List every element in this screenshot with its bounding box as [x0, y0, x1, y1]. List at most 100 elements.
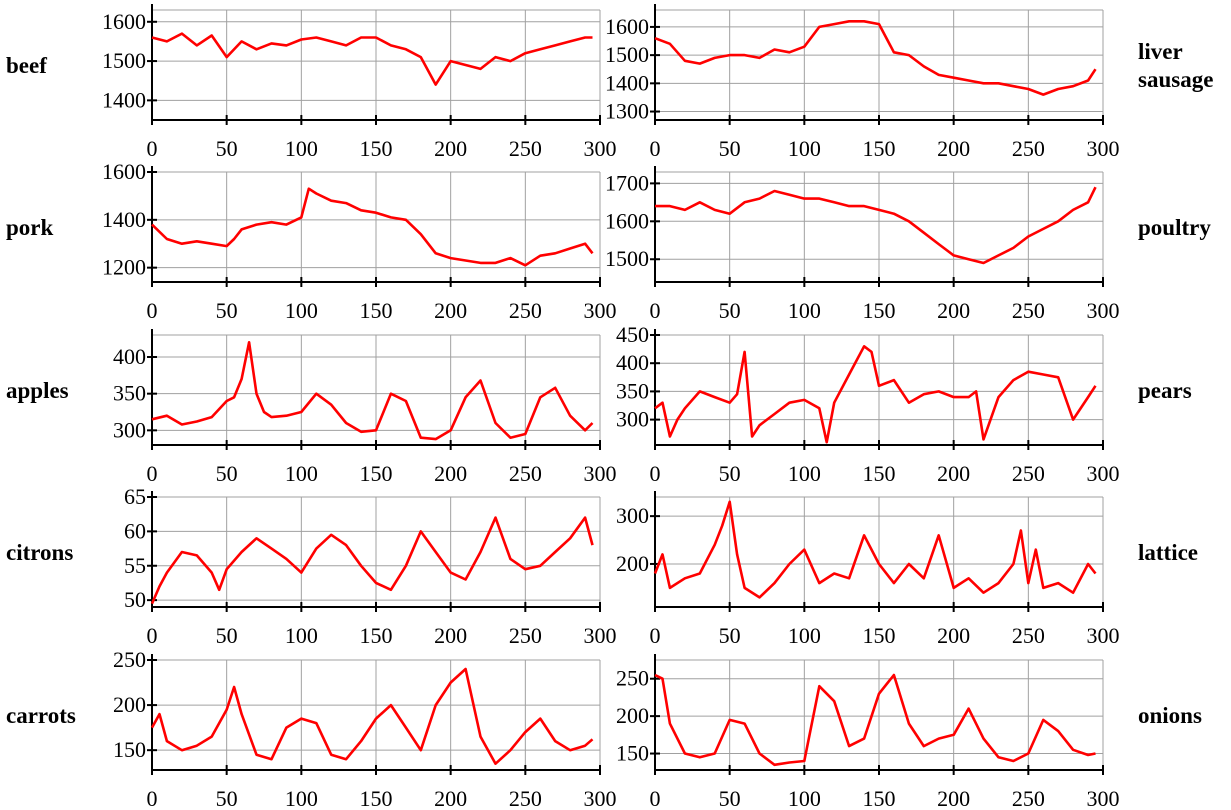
panel-label-word: carrots	[6, 703, 76, 728]
x-tick-label: 50	[719, 461, 741, 486]
x-tick-label: 250	[1012, 136, 1045, 161]
series-line-poultry	[655, 186, 1097, 265]
y-tick-label: 1600	[102, 159, 146, 184]
panel-label-word: beef	[6, 53, 47, 78]
x-tick-label: 200	[937, 623, 970, 648]
panel-carrots: 0 50 100 150 200 250 300 150 200 250 carrots	[6, 647, 617, 810]
x-tick-label: 100	[285, 298, 318, 323]
x-tick-label: 200	[937, 136, 970, 161]
x-tick-label: 150	[863, 786, 896, 810]
x-tick-label: 300	[1087, 298, 1120, 323]
y-tick-label: 250	[616, 666, 649, 691]
x-tick-label: 50	[216, 623, 238, 648]
x-tick-label: 300	[584, 623, 617, 648]
x-tick-label: 250	[509, 136, 542, 161]
y-tick-label: 450	[616, 322, 649, 347]
y-tick-label: 200	[113, 692, 146, 717]
panel-poultry: 0 50 100 150 200 250 300 1500 1600 1700 poultry	[605, 166, 1211, 323]
series-line-beef	[151, 32, 593, 86]
x-tick-label: 100	[285, 786, 318, 810]
x-tick-label: 250	[1012, 461, 1045, 486]
x-tick-label: 200	[434, 298, 467, 323]
x-tick-label: 250	[1012, 623, 1045, 648]
series-line-pears	[654, 344, 1097, 444]
x-tick-label: 50	[719, 136, 741, 161]
series-line-onions	[654, 673, 1096, 767]
x-tick-label: 0	[147, 298, 158, 323]
panel-label: beef	[6, 53, 47, 78]
y-tick-label: 1500	[605, 42, 649, 67]
y-tick-label: 1600	[605, 14, 649, 39]
series-line-apples	[151, 340, 594, 441]
x-tick-label: 50	[216, 298, 238, 323]
y-tick-label: 1600	[102, 9, 146, 34]
panel-lattice: 0 50 100 150 200 250 300 200 300 lattice	[616, 491, 1198, 648]
panel-label: pears	[1138, 378, 1192, 403]
y-tick-label: 300	[616, 407, 649, 432]
x-tick-label: 100	[788, 461, 821, 486]
x-tick-label: 250	[509, 786, 542, 810]
x-tick-label: 150	[863, 461, 896, 486]
x-tick-label: 150	[863, 298, 896, 323]
y-tick-label: 200	[616, 703, 649, 728]
x-tick-label: 0	[650, 136, 661, 161]
panel-beef: 0 50 100 150 200 250 300 1400 1500 1600 beef	[6, 4, 617, 161]
panel-liver-sausage: 0 50 100 150 200 250 300 1300 1400 1500 1600 liver s…	[605, 4, 1213, 161]
x-tick-label: 250	[509, 461, 542, 486]
panel-label-word: liver	[1138, 39, 1183, 64]
x-tick-label: 250	[509, 298, 542, 323]
x-tick-label: 50	[719, 786, 741, 810]
y-tick-label: 300	[616, 503, 649, 528]
x-tick-label: 150	[360, 298, 393, 323]
x-tick-label: 300	[584, 786, 617, 810]
x-tick-label: 200	[937, 461, 970, 486]
x-tick-label: 100	[285, 623, 318, 648]
x-tick-label: 200	[434, 136, 467, 161]
x-tick-label: 300	[1087, 461, 1120, 486]
y-tick-label: 1400	[102, 207, 146, 232]
x-tick-label: 100	[788, 298, 821, 323]
panel-label-word: pears	[1138, 378, 1192, 403]
x-tick-label: 250	[1012, 786, 1045, 810]
y-tick-label: 400	[113, 344, 146, 369]
x-tick-label: 0	[147, 786, 158, 810]
x-tick-label: 200	[434, 623, 467, 648]
y-tick-label: 150	[113, 737, 146, 762]
panel-label: lattice	[1138, 540, 1198, 565]
y-tick-label: 1500	[102, 48, 146, 73]
y-tick-label: 350	[113, 381, 146, 406]
x-tick-label: 150	[360, 786, 393, 810]
x-tick-label: 50	[216, 786, 238, 810]
panel-apples: 0 50 100 150 200 250 300 300 350 400 apples	[6, 329, 617, 486]
panel-label: apples	[6, 378, 69, 403]
x-tick-label: 200	[434, 461, 467, 486]
series-line-lattice	[653, 500, 1097, 599]
x-tick-label: 200	[937, 298, 970, 323]
panel-pears: 0 50 100 150 200 250 300 300 350 400 450 pears	[616, 322, 1192, 486]
x-tick-label: 150	[360, 461, 393, 486]
y-tick-label: 60	[124, 518, 146, 543]
x-tick-label: 150	[863, 623, 896, 648]
x-tick-label: 100	[788, 136, 821, 161]
x-tick-label: 300	[1087, 623, 1120, 648]
x-tick-label: 250	[1012, 298, 1045, 323]
series-line-carrots	[150, 667, 594, 766]
y-tick-label: 1400	[605, 70, 649, 95]
y-tick-label: 1400	[102, 87, 146, 112]
x-tick-label: 150	[863, 136, 896, 161]
y-tick-label: 350	[616, 378, 649, 403]
x-tick-label: 250	[509, 623, 542, 648]
x-tick-label: 0	[147, 623, 158, 648]
panel-label-word: apples	[6, 378, 69, 403]
panel-pork: 0 50 100 150 200 250 300 1200 1400 1600 pork	[6, 159, 617, 323]
series-line-pork	[151, 187, 594, 267]
x-tick-label: 150	[360, 623, 393, 648]
x-tick-label: 100	[285, 136, 318, 161]
x-tick-label: 0	[147, 136, 158, 161]
panel-label: onions	[1138, 703, 1202, 728]
y-tick-label: 250	[113, 647, 146, 672]
y-tick-label: 300	[113, 417, 146, 442]
panel-label-word: lattice	[1138, 540, 1198, 565]
x-tick-label: 300	[584, 136, 617, 161]
